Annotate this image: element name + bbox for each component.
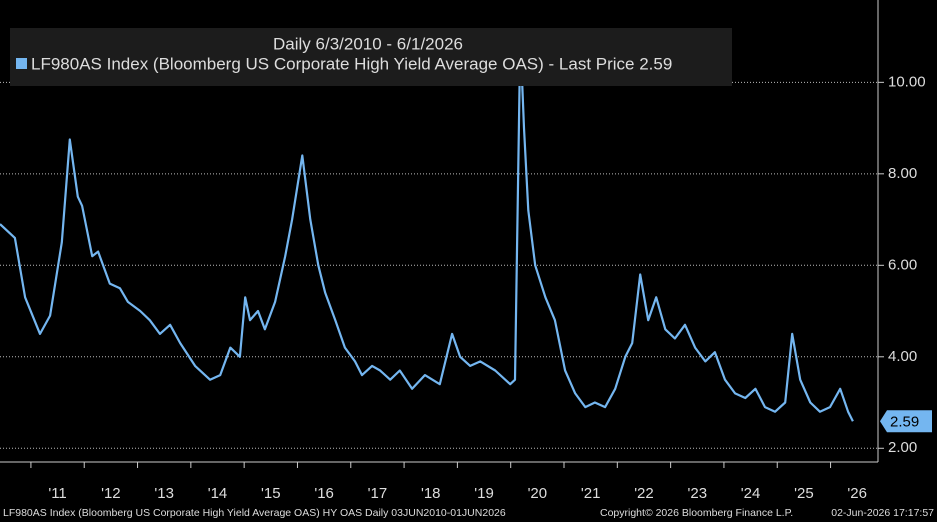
legend-box <box>10 28 732 86</box>
subtitle: Daily 6/3/2010 - 6/1/2026 <box>273 34 463 53</box>
legend-label: LF980AS Index (Bloomberg US Corporate Hi… <box>31 54 672 73</box>
x-tick-label: '22 <box>634 485 654 502</box>
x-tick-label: '25 <box>794 485 814 502</box>
last-price-tag <box>880 410 932 433</box>
x-tick-label: '24 <box>741 485 761 502</box>
y-tick-label: 6.00 <box>888 256 917 273</box>
x-tick-label: '26 <box>847 485 867 502</box>
x-tick-label: '13 <box>154 485 174 502</box>
footer-right: Copyright© 2026 Bloomberg Finance L.P. <box>600 507 793 519</box>
x-tick-label: '14 <box>208 485 228 502</box>
x-tick-label: '11 <box>48 485 66 502</box>
x-tick-label: '21 <box>581 485 601 502</box>
x-tick-label: '16 <box>314 485 334 502</box>
y-tick-label: 4.00 <box>888 348 917 365</box>
x-tick-label: '15 <box>261 485 281 502</box>
x-tick-label: '17 <box>368 485 388 502</box>
last-price-label: 2.59 <box>890 413 919 430</box>
y-tick-label: 10.00 <box>888 73 926 90</box>
legend-swatch <box>16 58 27 69</box>
x-tick-label: '23 <box>688 485 708 502</box>
timestamp: 02-Jun-2026 17:17:57 <box>831 507 934 519</box>
footer-left: LF980AS Index (Bloomberg US Corporate Hi… <box>3 507 506 519</box>
x-tick-label: '12 <box>101 485 121 502</box>
x-tick-label: '18 <box>421 485 441 502</box>
y-tick-label: 2.00 <box>888 439 917 456</box>
series-line <box>0 35 854 422</box>
x-tick-label: '20 <box>528 485 548 502</box>
x-tick-label: '19 <box>474 485 494 502</box>
y-tick-label: 8.00 <box>888 165 917 182</box>
